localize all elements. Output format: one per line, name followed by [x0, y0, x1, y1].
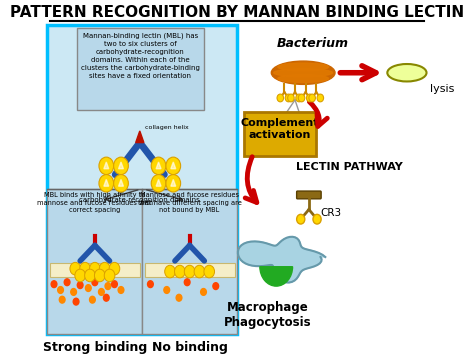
Circle shape — [99, 289, 104, 295]
Circle shape — [109, 262, 120, 275]
Circle shape — [288, 94, 294, 102]
Ellipse shape — [387, 64, 427, 81]
Circle shape — [201, 289, 206, 295]
Text: collagen helix: collagen helix — [145, 125, 189, 130]
Circle shape — [151, 175, 166, 192]
Circle shape — [176, 294, 182, 301]
Wedge shape — [260, 267, 292, 286]
Circle shape — [77, 282, 83, 289]
Polygon shape — [118, 179, 123, 186]
Text: CR3: CR3 — [320, 208, 341, 218]
Circle shape — [70, 262, 81, 275]
Text: Mannan-binding lectin (MBL) has
two to six clusters of
carbohydrate-recognition
: Mannan-binding lectin (MBL) has two to s… — [81, 33, 200, 80]
Circle shape — [174, 265, 185, 278]
Ellipse shape — [271, 61, 335, 84]
Circle shape — [309, 94, 315, 102]
FancyBboxPatch shape — [47, 189, 142, 334]
Circle shape — [85, 285, 91, 291]
Polygon shape — [171, 162, 176, 169]
Circle shape — [151, 157, 166, 175]
Polygon shape — [238, 237, 325, 283]
Circle shape — [277, 94, 283, 102]
Circle shape — [92, 279, 98, 286]
Text: Strong binding: Strong binding — [43, 342, 147, 354]
Text: Macrophage
Phagocytosis: Macrophage Phagocytosis — [224, 301, 312, 329]
Polygon shape — [171, 179, 176, 186]
Text: No binding: No binding — [152, 342, 228, 354]
Polygon shape — [104, 179, 109, 186]
Text: MBL binds with high affinity to
mannose and fucose residues with
correct spacing: MBL binds with high affinity to mannose … — [37, 192, 153, 213]
Text: Bacterium: Bacterium — [277, 37, 349, 50]
Ellipse shape — [278, 75, 328, 82]
Circle shape — [184, 265, 195, 278]
Polygon shape — [118, 162, 123, 169]
Ellipse shape — [274, 69, 333, 77]
Circle shape — [59, 296, 65, 303]
Circle shape — [114, 157, 128, 175]
Polygon shape — [136, 131, 144, 143]
Circle shape — [105, 283, 111, 290]
Circle shape — [80, 262, 91, 275]
Text: carbohydrate-recognition domains: carbohydrate-recognition domains — [80, 197, 200, 203]
Text: lysis: lysis — [430, 84, 454, 94]
Circle shape — [285, 94, 292, 102]
FancyBboxPatch shape — [77, 28, 203, 110]
Circle shape — [297, 214, 305, 224]
Circle shape — [118, 286, 124, 293]
Text: LECTIN PATHWAY: LECTIN PATHWAY — [296, 162, 403, 172]
FancyBboxPatch shape — [297, 191, 321, 199]
Circle shape — [90, 296, 95, 303]
Circle shape — [90, 262, 100, 275]
Circle shape — [194, 265, 205, 278]
Circle shape — [114, 175, 128, 192]
Circle shape — [298, 94, 305, 102]
Polygon shape — [104, 162, 109, 169]
Circle shape — [94, 269, 105, 282]
Text: PATTERN RECOGNITION BY MANNAN BINDING LECTIN: PATTERN RECOGNITION BY MANNAN BINDING LE… — [10, 5, 464, 20]
Circle shape — [51, 281, 57, 288]
Circle shape — [75, 269, 85, 282]
Circle shape — [313, 214, 321, 224]
Circle shape — [164, 286, 170, 293]
Text: Mannose and fucose residues
that have different spacing are
not bound by MBL: Mannose and fucose residues that have di… — [137, 192, 242, 213]
Circle shape — [85, 269, 95, 282]
Circle shape — [100, 262, 110, 275]
Circle shape — [166, 157, 181, 175]
Text: Complement
activation: Complement activation — [241, 118, 319, 140]
Circle shape — [64, 279, 70, 286]
Circle shape — [213, 283, 219, 290]
Circle shape — [99, 157, 114, 175]
Circle shape — [184, 279, 190, 286]
Circle shape — [103, 294, 109, 301]
Circle shape — [58, 286, 64, 293]
Circle shape — [73, 298, 79, 305]
Circle shape — [71, 289, 76, 295]
Circle shape — [306, 94, 313, 102]
Polygon shape — [156, 162, 161, 169]
Ellipse shape — [278, 63, 328, 71]
FancyBboxPatch shape — [244, 111, 316, 156]
FancyBboxPatch shape — [145, 263, 235, 277]
Circle shape — [164, 265, 175, 278]
Circle shape — [166, 175, 181, 192]
Circle shape — [99, 175, 114, 192]
FancyBboxPatch shape — [50, 263, 140, 277]
Circle shape — [317, 94, 324, 102]
FancyBboxPatch shape — [47, 25, 237, 334]
Circle shape — [204, 265, 215, 278]
Circle shape — [111, 281, 118, 288]
Polygon shape — [156, 179, 161, 186]
FancyBboxPatch shape — [142, 189, 237, 334]
Circle shape — [147, 281, 153, 288]
Circle shape — [296, 94, 302, 102]
Circle shape — [104, 269, 115, 282]
